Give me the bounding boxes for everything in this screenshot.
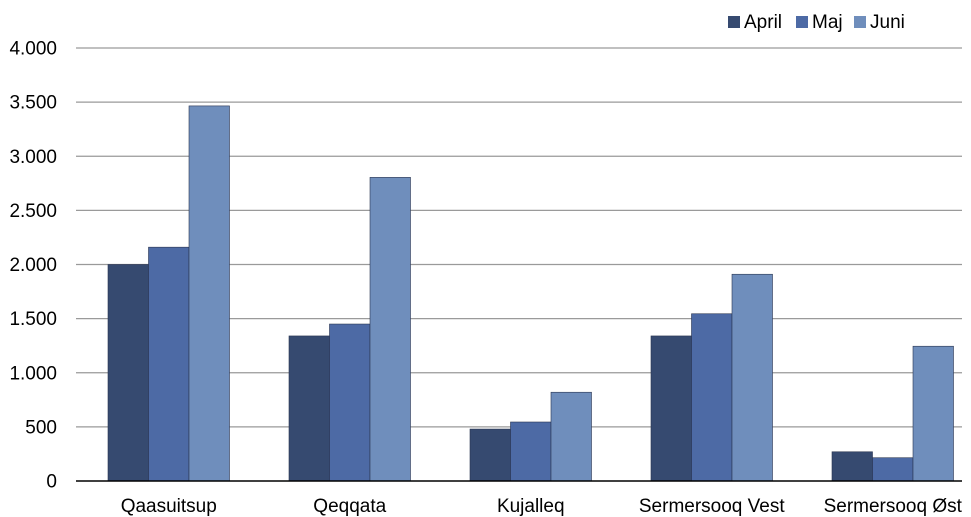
y-tick-label: 1.000	[9, 363, 57, 384]
legend: April Maj Juni	[728, 12, 905, 33]
bar-juni-2	[550, 391, 592, 482]
y-tick-label: 0	[46, 472, 57, 493]
y-tick-label: 2.000	[9, 255, 57, 276]
legend-label-april: April	[744, 12, 782, 33]
y-tick-label: 4.000	[9, 39, 57, 60]
bar-maj-3	[691, 313, 733, 482]
y-tick-label: 500	[25, 417, 57, 438]
legend-label-maj: Maj	[812, 12, 843, 33]
x-category-label: Sermersooq Vest	[639, 496, 785, 517]
x-category-label: Sermersooq Øst	[824, 496, 963, 517]
bar-maj-1	[329, 323, 371, 482]
bar-april-4	[831, 451, 873, 482]
bars	[107, 105, 954, 482]
bar-april-3	[650, 335, 692, 482]
bar-april-2	[469, 428, 511, 482]
x-category-label: Qaasuitsup	[121, 496, 217, 517]
legend-swatch-maj	[796, 16, 808, 28]
bar-maj-4	[872, 457, 914, 482]
y-tick-label: 2.500	[9, 201, 57, 222]
bar-juni-1	[369, 177, 411, 482]
bar-maj-0	[148, 246, 190, 482]
x-category-label: Qeqqata	[313, 496, 386, 517]
bar-maj-2	[510, 421, 552, 482]
bar-juni-0	[188, 105, 230, 482]
y-tick-label: 3.500	[9, 93, 57, 114]
y-tick-label: 1.500	[9, 309, 57, 330]
bar-juni-3	[731, 273, 773, 482]
y-axis-ticks: 0 500 1.000 1.500 2.000 2.500 3.000 3.500 4.000	[9, 39, 57, 493]
bar-april-0	[107, 264, 149, 482]
legend-swatch-juni	[854, 16, 866, 28]
bar-april-1	[288, 335, 330, 482]
bar-juni-4	[912, 345, 954, 482]
x-axis: Qaasuitsup Qeqqata Kujalleq Sermersooq Vest…	[76, 480, 963, 517]
x-category-label: Kujalleq	[497, 496, 565, 517]
legend-label-juni: Juni	[870, 12, 905, 33]
legend-swatch-april	[728, 16, 740, 28]
y-tick-label: 3.000	[9, 147, 57, 168]
